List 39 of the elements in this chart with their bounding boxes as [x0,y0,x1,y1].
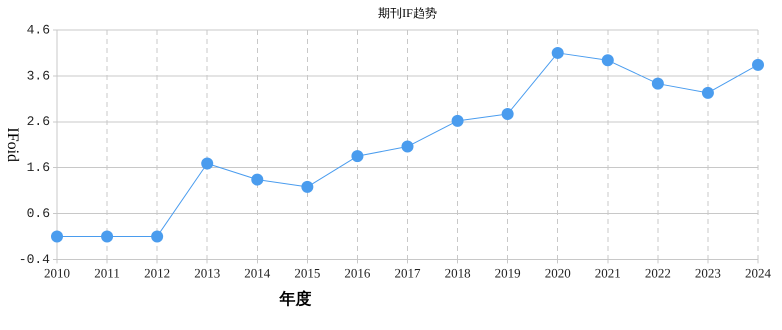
x-tick-label: 2024 [745,266,772,281]
point [652,78,664,90]
point [402,140,414,153]
point [101,230,114,242]
x-tick-label: 2023 [694,266,721,281]
x-tick-label: 2010 [44,266,70,281]
point [251,174,264,186]
x-axis-title: 年度 [278,289,312,308]
point [452,114,464,127]
x-tick-label: 2014 [244,266,271,281]
x-tick-label: 2017 [394,266,421,281]
y-tick-label: -0.4 [18,252,50,267]
y-tick-label: 4.6 [26,22,50,38]
point [752,58,764,71]
y-tick-label: 3.6 [26,68,50,84]
x-tick-label: 2018 [444,266,471,281]
x-tick-label: 2022 [644,266,671,281]
x-tick-label: 2020 [544,266,571,281]
point [351,150,364,162]
x-tick-label: 2013 [194,266,220,281]
x-tick-label: 2015 [294,266,320,281]
y-tick-label: 0.6 [26,206,50,221]
point [201,158,214,170]
point [702,86,714,99]
y-tick-label: 1.6 [26,160,50,176]
x-tick-label: 2012 [144,266,170,281]
chart-title: 期刊IF趋势 [378,6,437,20]
x-tick-label: 2011 [94,266,120,281]
point [602,54,614,66]
y-tick-label: 2.6 [26,114,50,130]
point [51,230,63,242]
x-tick-label: 2019 [494,266,521,281]
x-tick-label: 2021 [594,266,621,281]
point [502,108,514,120]
point [552,46,564,59]
x-tick-label: 2016 [344,266,371,281]
point [301,180,314,193]
point [151,230,164,242]
y-axis-title: IFoid [4,127,21,162]
